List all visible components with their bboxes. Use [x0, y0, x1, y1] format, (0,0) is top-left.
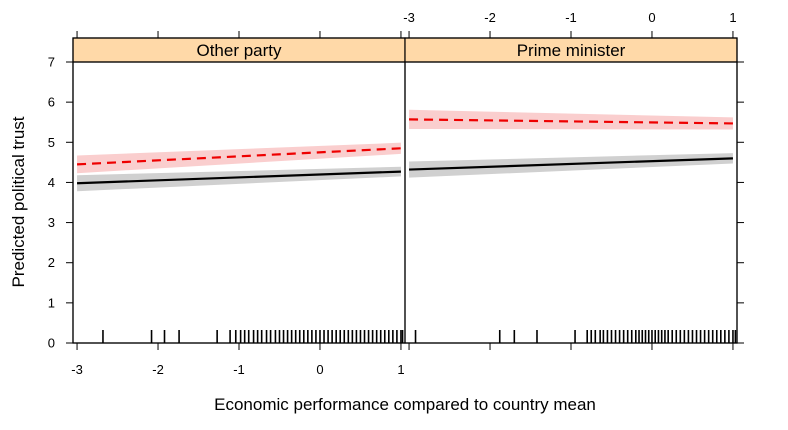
strip-title-prime-minister: Prime minister [517, 41, 626, 60]
y-tick-label: 7 [48, 55, 55, 70]
panel-other-party: Other party [72, 37, 406, 344]
trend-line-dashed-1 [409, 118, 733, 125]
trend-line-solid-0 [77, 170, 401, 185]
y-axis-title: Predicted political trust [9, 116, 28, 287]
x-tick-label: 1 [397, 362, 404, 377]
y-tick-label: 3 [48, 215, 55, 230]
x-tick-label: -2 [484, 10, 496, 25]
y-tick-label: 1 [48, 295, 55, 310]
panel-prime-minister: Prime minister [404, 37, 738, 344]
trend-line-dashed-0 [76, 147, 402, 166]
y-tick-label: 0 [48, 336, 55, 351]
x-tick-label: -2 [152, 362, 164, 377]
confidence-band-solid-0 [77, 166, 401, 192]
confidence-band-dashed-0 [77, 142, 401, 174]
axes-group: 0 1 2 3 4 5 6 7 -3 -2 -1 0 1 -3 -2 -1 0 1 [48, 10, 744, 377]
x-tick-label: 0 [316, 362, 323, 377]
x-tick-label: -3 [403, 10, 415, 25]
y-tick-label: 2 [48, 255, 55, 270]
x-tick-label: -1 [233, 362, 245, 377]
y-tick-label: 6 [48, 95, 55, 110]
trend-line-solid-1 [409, 157, 733, 171]
rug-group-other-party [102, 330, 404, 343]
confidence-band-dashed-1 [409, 109, 733, 130]
x-tick-label: 0 [648, 10, 655, 25]
confidence-band-solid-1 [409, 153, 733, 178]
plot-frame-prime-minister [404, 61, 738, 344]
x-axis-title: Economic performance compared to country… [214, 395, 596, 414]
y-tick-label: 5 [48, 135, 55, 150]
series-group-other-party [76, 142, 402, 192]
x-tick-label: -3 [71, 362, 83, 377]
series-group-prime-minister [409, 109, 733, 178]
strip-title-other-party: Other party [196, 41, 282, 60]
rug-group-prime-minister [414, 330, 737, 343]
x-tick-label: -1 [565, 10, 577, 25]
plot-frame-other-party [72, 61, 406, 344]
x-tick-label: 1 [729, 10, 736, 25]
outer-frame [72, 37, 738, 344]
y-tick-label: 4 [48, 175, 55, 190]
